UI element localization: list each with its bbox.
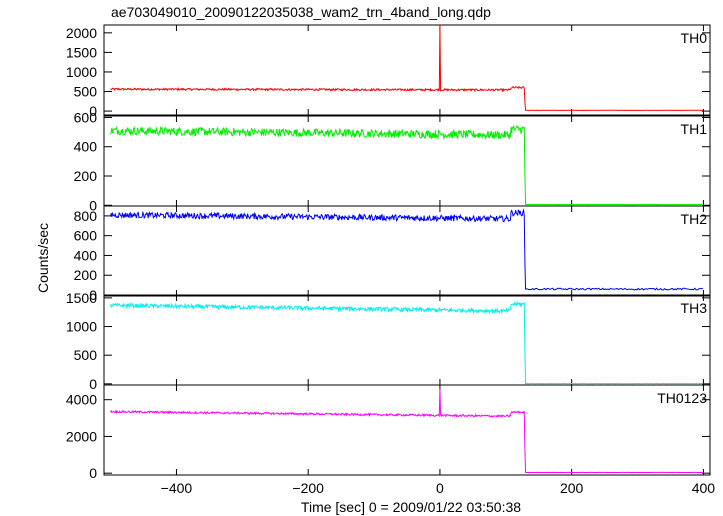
y-tick-label: 0 [89, 376, 97, 392]
y-tick-label: 4000 [66, 392, 97, 408]
y-tick-label: 1500 [66, 290, 97, 306]
y-tick-label: 1500 [66, 44, 97, 60]
panel-frame [103, 24, 711, 116]
y-tick-label: 0 [89, 103, 97, 119]
panel-th0: 0 500 1000 1500 2000 TH0 [66, 24, 711, 119]
y-tick-label: 400 [74, 247, 98, 263]
x-tick-label: 0 [436, 480, 444, 496]
y-tick-label: 600 [74, 228, 98, 244]
y-tick-label: 2000 [66, 25, 97, 41]
panel-th0123: 0 2000 4000 TH0123 [66, 384, 711, 481]
y-tick-label: 800 [74, 208, 98, 224]
series-line-th0123 [110, 388, 703, 474]
y-tick-label: 400 [74, 139, 98, 155]
x-tick-label: −400 [161, 480, 193, 496]
y-tick-label: 1000 [66, 64, 97, 80]
series-label-th2: TH2 [681, 211, 708, 227]
y-tick-label: 0 [89, 465, 97, 481]
y-axis-label: Counts/sec [35, 223, 51, 293]
panel-th2: 0 200 400 600 800 TH2 [74, 205, 711, 303]
series-line-th0 [110, 24, 703, 111]
y-tick-label: 200 [74, 168, 98, 184]
panel-frame [103, 205, 711, 297]
chart-title: ae703049010_20090122035038_wam2_trn_4ban… [111, 4, 491, 20]
series-label-th1: TH1 [681, 121, 708, 137]
y-tick-label: 0 [89, 287, 97, 303]
series-line-th2 [110, 208, 703, 291]
y-tick-label: 600 [74, 109, 98, 125]
panel-frame [103, 115, 711, 207]
panel-th1: 0 200 400 600 TH1 [74, 109, 711, 213]
y-tick-label: 500 [74, 84, 98, 100]
x-axis-label: Time [sec] 0 = 2009/01/22 03:50:38 [301, 499, 521, 515]
series-label-th3: TH3 [681, 300, 708, 316]
panels: 0 500 1000 1500 2000 TH0 0 200 400 600 TH1 0 200 400 6… [66, 24, 711, 481]
x-axis: −400 −200 0 200 400 [161, 480, 716, 496]
y-tick-label: 200 [74, 267, 98, 283]
series-line-th1 [110, 124, 703, 206]
y-tick-label: 1000 [66, 319, 97, 335]
x-tick-label: −200 [292, 480, 324, 496]
y-tick-label: 2000 [66, 428, 97, 444]
series-label-th0123: TH0123 [657, 390, 707, 406]
y-tick-label: 500 [74, 347, 98, 363]
y-tick-label: 0 [89, 197, 97, 213]
panel-th3: 0 500 1000 1500 TH3 [66, 290, 711, 392]
panel-frame [103, 384, 711, 476]
x-tick-label: 400 [692, 480, 716, 496]
series-label-th0: TH0 [681, 30, 708, 46]
x-tick-label: 200 [560, 480, 584, 496]
series-line-th3 [110, 300, 703, 385]
